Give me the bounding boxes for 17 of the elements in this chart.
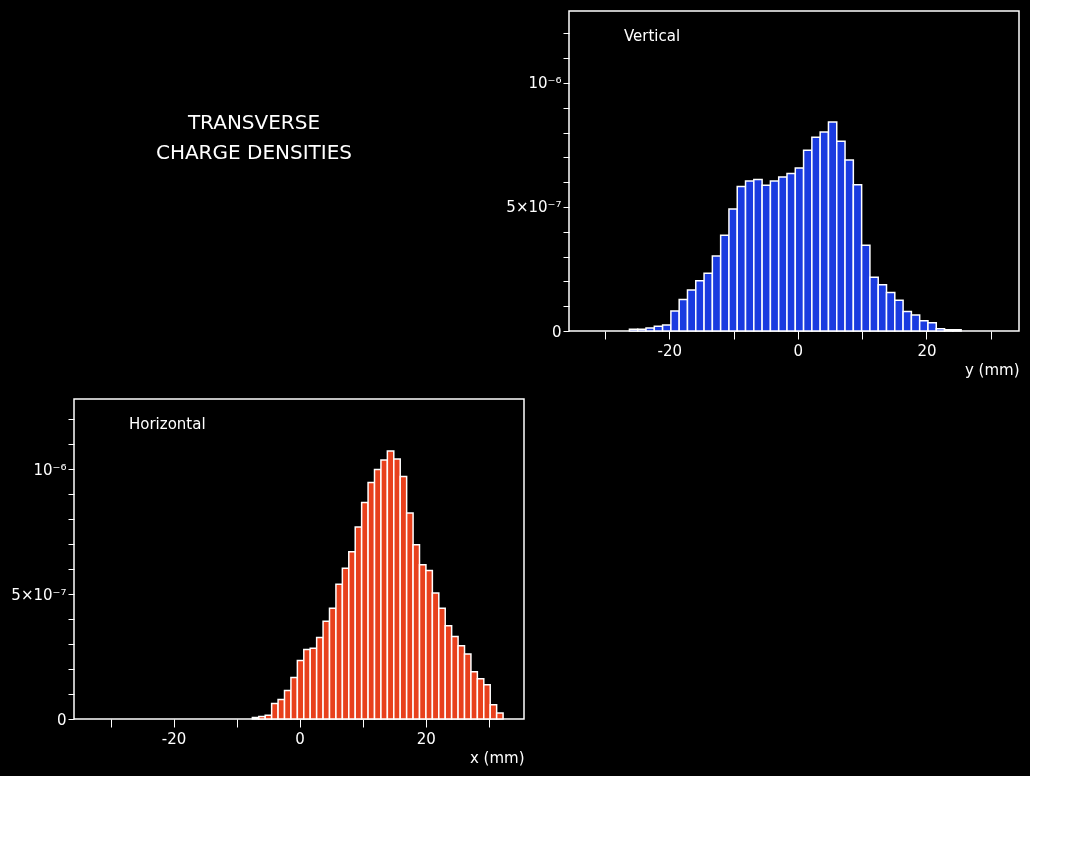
x-tick-label: 20 <box>917 341 937 360</box>
y-tick-label: 10⁻⁶ <box>528 74 562 93</box>
x-tick-label: 20 <box>416 729 436 748</box>
y-tick-label: 0 <box>551 322 562 341</box>
x-axis-title: y (mm) <box>964 360 1020 379</box>
y-tick-label: 0 <box>56 710 67 729</box>
x-tick-label: 0 <box>295 729 305 748</box>
y-tick-label: 5×10⁻⁷ <box>506 198 562 217</box>
x-tick-label: 0 <box>793 341 804 360</box>
text: Horizontal <box>129 415 206 433</box>
x-tick-label: -20 <box>161 729 187 748</box>
y-tick-label: 5×10⁻⁷ <box>11 585 67 604</box>
y-tick-label: 10⁻⁶ <box>33 460 67 479</box>
text: Vertical <box>624 27 681 45</box>
text: TRANSVERSE CHARGE DENSITIES <box>155 110 353 164</box>
x-tick-label: -20 <box>657 341 683 360</box>
x-axis-title: x (mm) <box>469 748 525 767</box>
